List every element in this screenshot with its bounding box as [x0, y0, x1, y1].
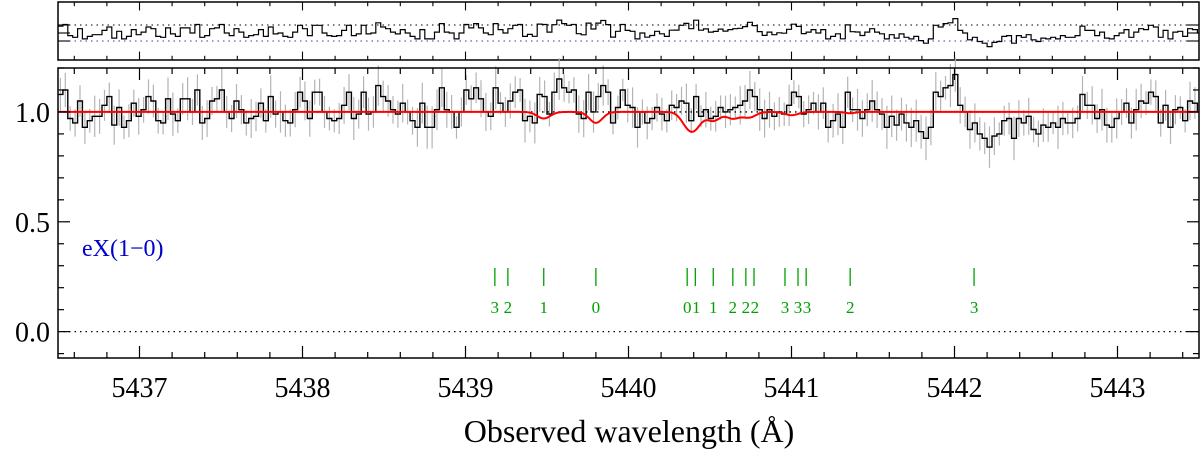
component-label: 0 — [592, 298, 601, 317]
component-label: 3 — [781, 298, 790, 317]
x-axis-title: Observed wavelength (Å) — [464, 413, 795, 449]
residual-panel — [57, 1, 1200, 61]
component-label: 1 — [709, 298, 718, 317]
x-tick-label: 5438 — [275, 373, 331, 404]
component-label: 1 — [692, 298, 701, 317]
y-tick-label: 1.0 — [15, 98, 50, 129]
component-label: 2 — [729, 298, 738, 317]
x-tick-label: 5439 — [438, 373, 494, 404]
spectrum-line — [58, 73, 1199, 148]
x-tick-label: 5437 — [112, 373, 168, 404]
component-label: 2 — [742, 298, 751, 317]
x-tick-label: 5443 — [1090, 373, 1146, 404]
x-tick-label: 5442 — [927, 373, 983, 404]
component-label: 3 — [794, 298, 803, 317]
x-tick-label: 5441 — [764, 373, 820, 404]
component-label: 3 — [803, 298, 812, 317]
x-tick-label: 5440 — [601, 373, 657, 404]
component-label: 1 — [539, 298, 548, 317]
component-label: 0 — [683, 298, 692, 317]
component-label: 3 — [491, 298, 500, 317]
component-label: 2 — [504, 298, 513, 317]
component-label: 3 — [970, 298, 979, 317]
model-line — [58, 110, 1199, 133]
band-label: eX(1−0) — [82, 236, 164, 262]
residual-line — [58, 18, 1199, 48]
component-label: 2 — [846, 298, 855, 317]
y-tick-label: 0.5 — [15, 208, 50, 239]
residual-plot-frame — [57, 1, 1200, 61]
component-label: 2 — [751, 298, 760, 317]
y-tick-label: 0.0 — [15, 318, 50, 349]
